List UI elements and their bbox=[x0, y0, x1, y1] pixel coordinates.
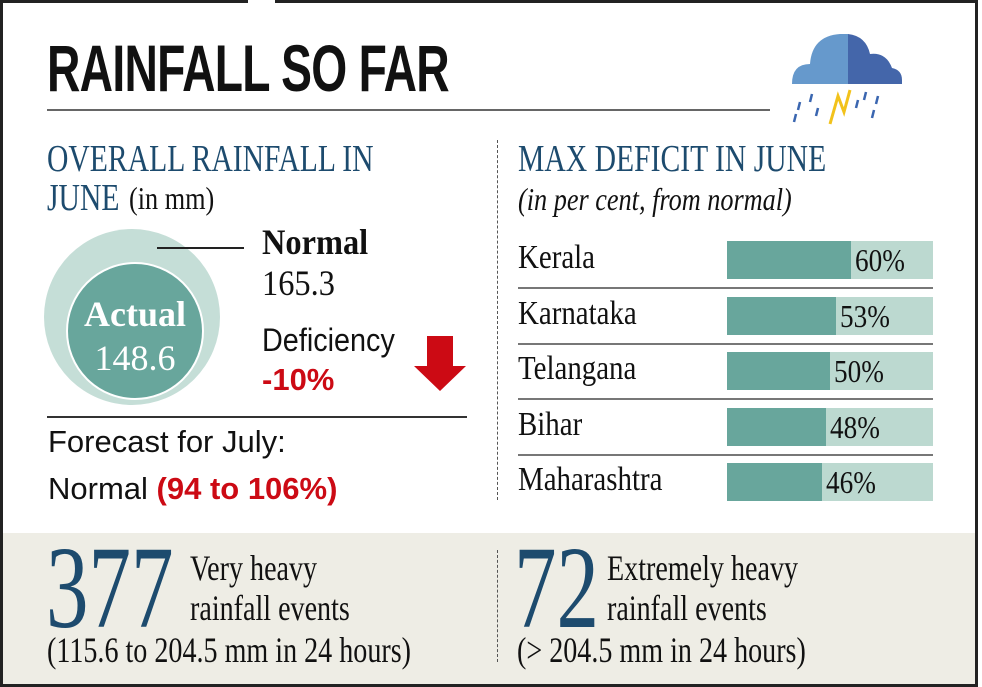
bar-value-label: 46% bbox=[825, 464, 876, 500]
frame-left bbox=[0, 0, 3, 687]
title-rule bbox=[47, 109, 770, 111]
bar-category-label: Karnataka bbox=[518, 294, 637, 332]
forecast-value: Normal (94 to 106%) bbox=[48, 473, 337, 504]
event-line2: rainfall events bbox=[190, 588, 350, 628]
bar-value-label: 48% bbox=[829, 408, 880, 445]
bar bbox=[727, 296, 837, 335]
event-line2: rainfall events bbox=[607, 588, 767, 628]
bar bbox=[727, 241, 851, 279]
bar-track: 48% bbox=[727, 407, 933, 446]
bar-track: 53% bbox=[727, 296, 933, 335]
frame-top bbox=[275, 0, 978, 3]
column-divider bbox=[497, 140, 498, 500]
page-title: RAINFALL SO FAR bbox=[47, 31, 450, 105]
event-range: (> 204.5 mm in 24 hours) bbox=[517, 630, 806, 670]
bar-category-label: Kerala bbox=[518, 239, 596, 276]
deficiency-value: -10% bbox=[262, 362, 335, 397]
forecast-rule bbox=[47, 416, 467, 418]
row-separator bbox=[518, 342, 933, 345]
bar-track: 60% bbox=[727, 241, 933, 279]
bar bbox=[727, 352, 830, 390]
bar-value-label: 50% bbox=[834, 353, 884, 389]
bar bbox=[727, 407, 826, 446]
frame-top bbox=[0, 0, 248, 3]
forecast-range: (94 to 106%) bbox=[156, 471, 338, 506]
overall-heading-june: JUNE bbox=[47, 177, 120, 219]
bar bbox=[727, 463, 822, 501]
actual-circle bbox=[66, 262, 204, 400]
bar-track: 50% bbox=[727, 352, 933, 390]
row-separator bbox=[518, 398, 933, 400]
bar-category-label: Telangana bbox=[518, 350, 637, 387]
bottom-band bbox=[3, 533, 975, 684]
event-range: (115.6 to 204.5 mm in 24 hours) bbox=[47, 630, 411, 670]
forecast-label: Forecast for July: bbox=[48, 424, 286, 459]
bar-track: 46% bbox=[727, 463, 933, 501]
row-separator bbox=[518, 453, 933, 456]
bar-value-label: 60% bbox=[854, 242, 905, 278]
bottom-divider bbox=[497, 550, 498, 662]
bar-category-label: Bihar bbox=[518, 405, 583, 443]
normal-leader-line bbox=[157, 247, 244, 249]
bar-category-label: Maharashtra bbox=[518, 461, 663, 498]
normal-label: Normal bbox=[262, 222, 369, 262]
chart-subtitle: (in per cent, from normal) bbox=[518, 181, 792, 217]
event-count: 377 bbox=[46, 522, 174, 653]
actual-value: 148.6 bbox=[94, 338, 176, 378]
event-line1: Extremely heavy bbox=[607, 548, 799, 588]
row-separator bbox=[518, 287, 933, 289]
overall-heading: OVERALL RAINFALL IN bbox=[47, 138, 374, 180]
event-line1: Very heavy bbox=[190, 548, 318, 588]
actual-label: Actual bbox=[84, 294, 186, 334]
normal-value: 165.3 bbox=[262, 263, 335, 303]
chart-title: MAX DEFICIT IN JUNE bbox=[518, 138, 827, 180]
deficiency-label: Deficiency bbox=[262, 322, 395, 358]
cloud-rain-lightning-icon bbox=[792, 34, 902, 125]
bar-value-label: 53% bbox=[840, 297, 891, 334]
overall-unit: (in mm) bbox=[129, 180, 215, 216]
forecast-normal: Normal bbox=[48, 471, 148, 506]
frame-right bbox=[975, 0, 978, 687]
arrow-down-icon bbox=[414, 336, 466, 391]
frame-bottom bbox=[0, 684, 978, 687]
event-count: 72 bbox=[514, 522, 599, 653]
